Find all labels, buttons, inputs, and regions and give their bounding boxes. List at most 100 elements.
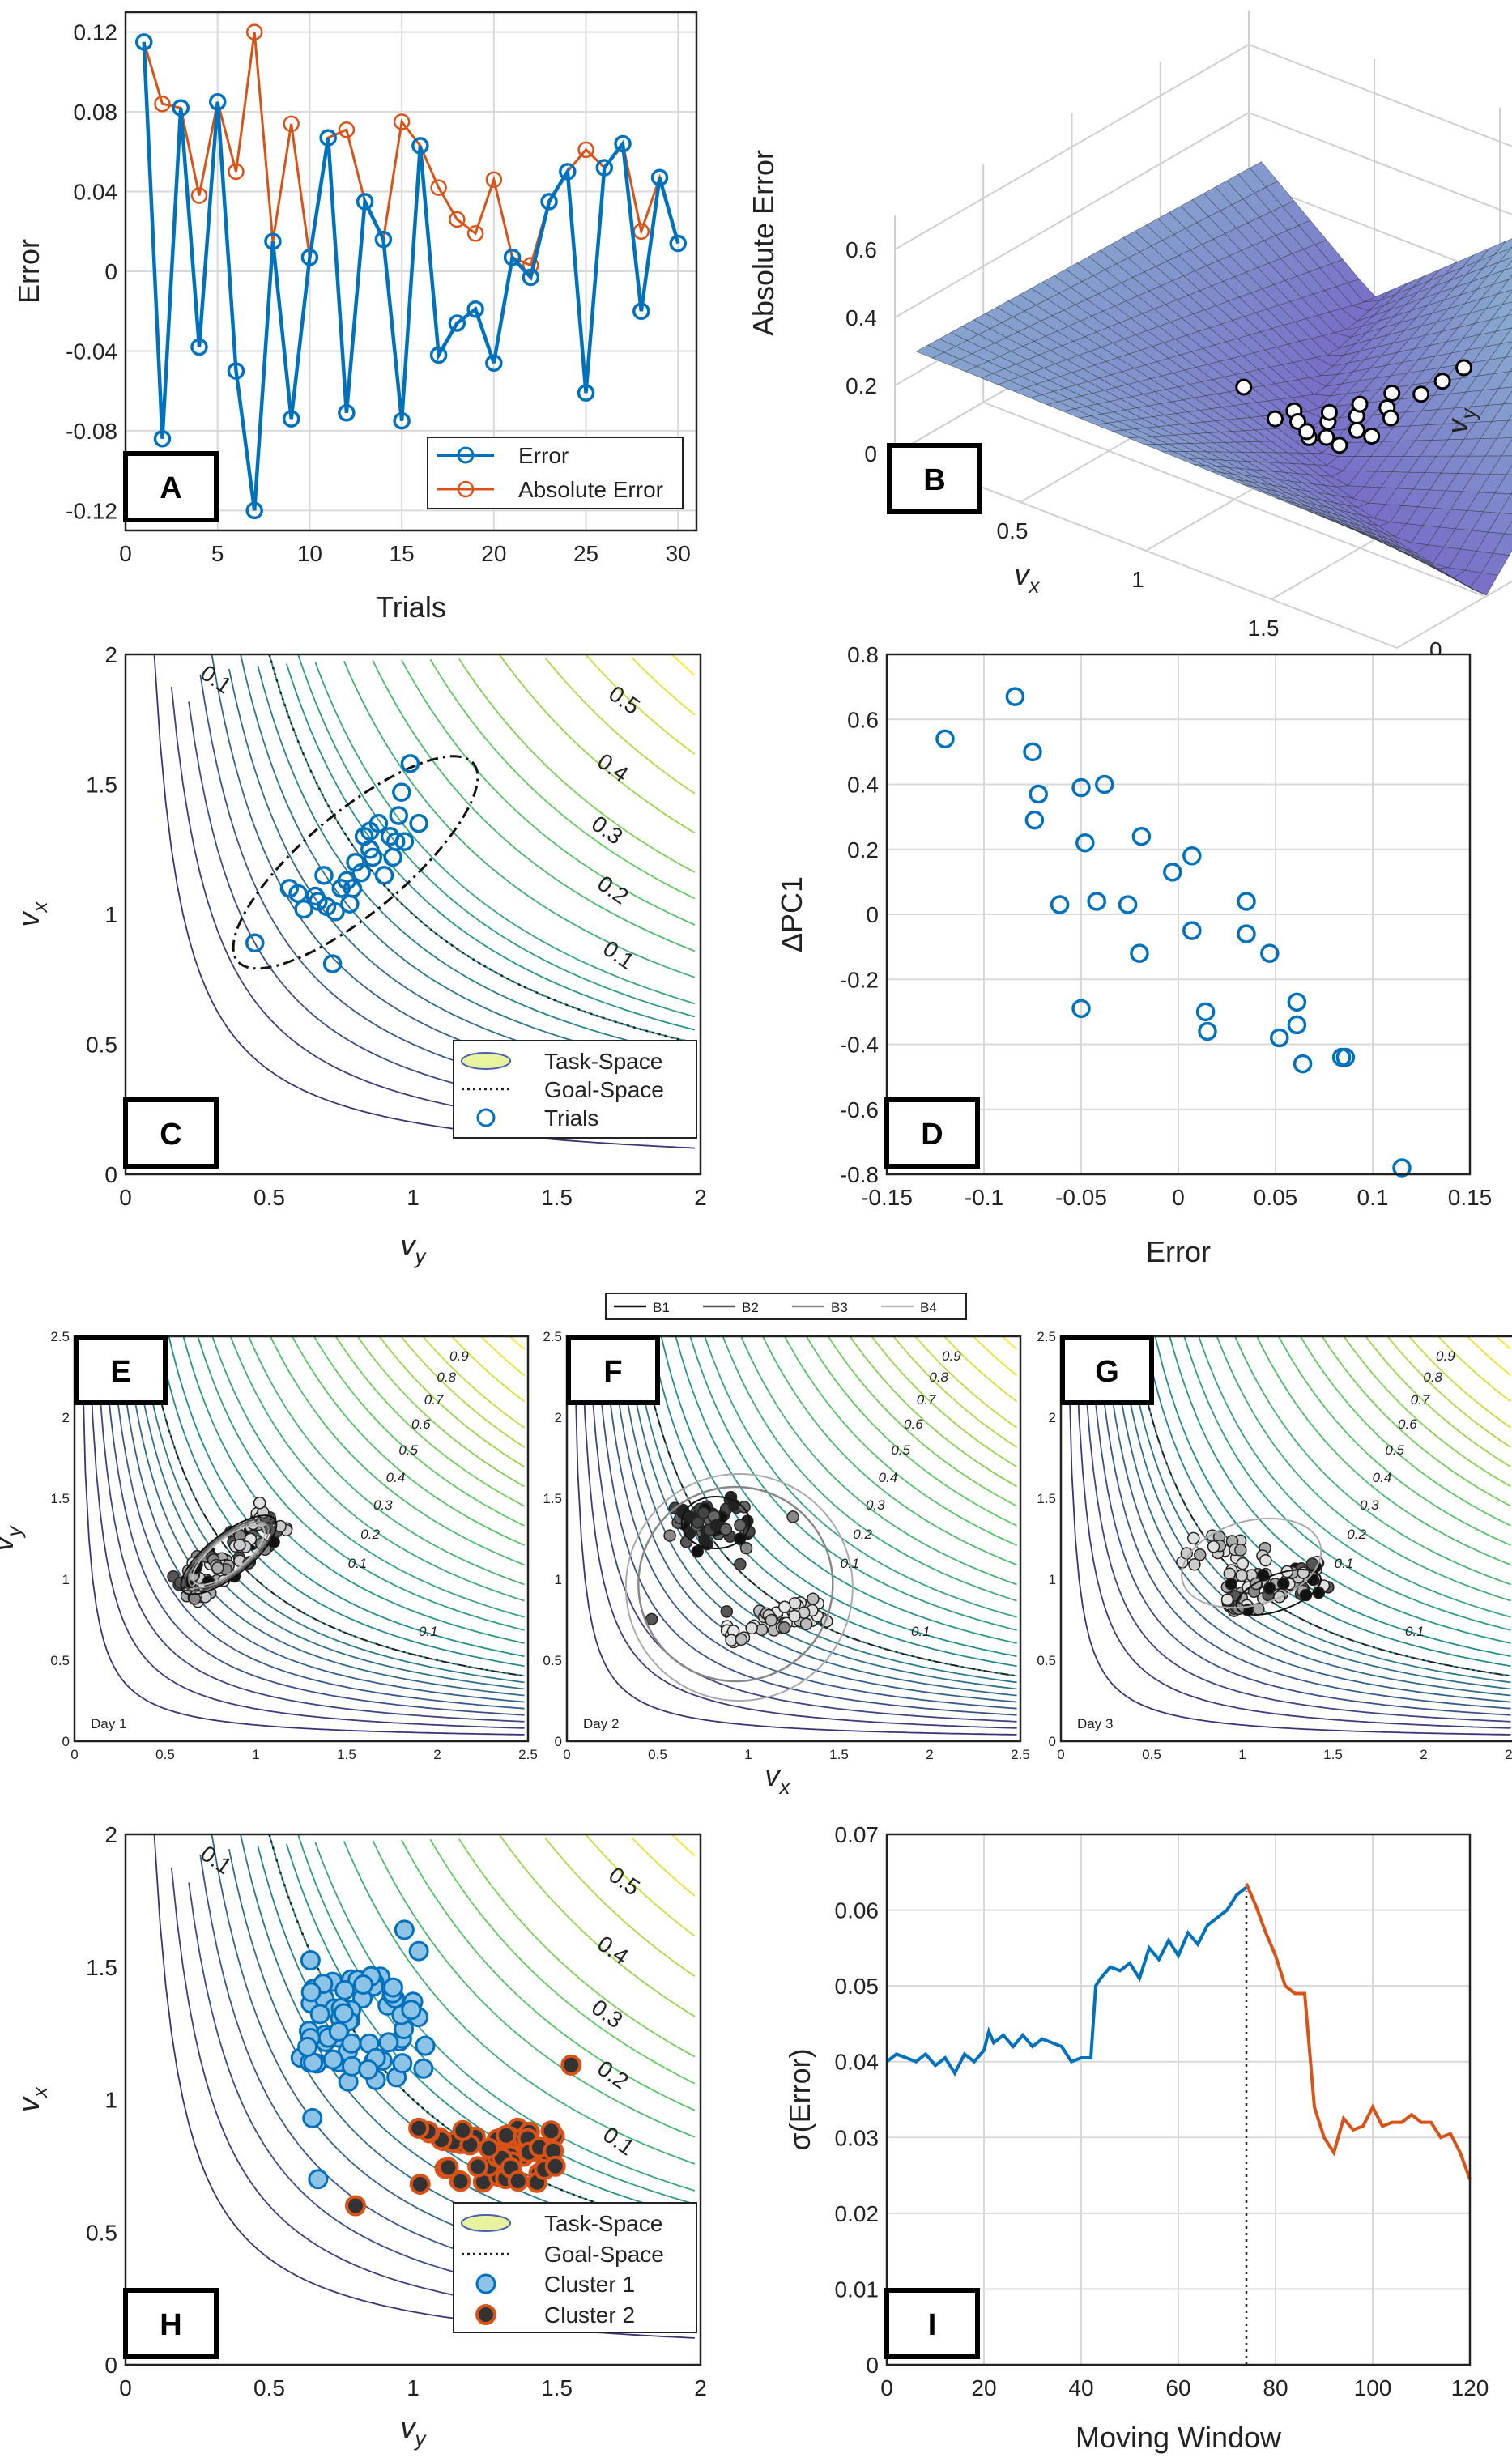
panel-e-xtick: 1.5 bbox=[337, 1747, 356, 1762]
panel-label-box-A bbox=[123, 451, 219, 522]
panel-c-trial-point bbox=[326, 902, 345, 922]
panel-d-point bbox=[1287, 992, 1307, 1012]
panel-a-error-point bbox=[356, 193, 374, 211]
panel-c-contour-line bbox=[297, 654, 696, 1018]
panel-g-contour-line bbox=[1075, 1336, 1511, 1729]
panel-g-trial-point bbox=[1225, 1578, 1237, 1591]
panel-i-ytick: 0.05 bbox=[835, 1974, 880, 1999]
panel-g-contour-label: 0.5 bbox=[1385, 1442, 1404, 1458]
panel-c-contour-line bbox=[401, 659, 696, 926]
panel-d-ytick: -0.8 bbox=[840, 1162, 879, 1187]
panel-d-point bbox=[1237, 924, 1256, 943]
panel-h-cluster1-point bbox=[408, 1940, 429, 1962]
panel-h-legend-task-icon bbox=[461, 2214, 511, 2232]
panel-c-trial-point bbox=[294, 899, 313, 919]
panel-e-contour-label: 0.3 bbox=[373, 1497, 393, 1513]
panel-b-surface-cell bbox=[1497, 371, 1512, 389]
panel-i-frame bbox=[885, 1833, 1472, 2366]
panel-d-xtick: -0.15 bbox=[861, 1185, 913, 1210]
panel-f-xtick: 0 bbox=[563, 1747, 570, 1762]
panel-c-contour-line bbox=[153, 654, 695, 1149]
panel-a-error-point bbox=[190, 338, 208, 356]
panel-e-contour-line bbox=[96, 1336, 525, 1723]
panel-d-ytick: 0.8 bbox=[847, 642, 879, 667]
panel-h-cluster2-point bbox=[345, 2195, 366, 2217]
panel-g-contour-line bbox=[1144, 1336, 1511, 1668]
panel-g-frame bbox=[1059, 1335, 1512, 1743]
panel-g-trial-point bbox=[1187, 1531, 1200, 1545]
panel-d-point bbox=[1195, 1002, 1216, 1022]
panel-f-trial-point bbox=[696, 1506, 710, 1519]
panel-a-error-point bbox=[264, 232, 282, 250]
panel-e-contour-line bbox=[182, 1336, 525, 1644]
panel-g-contour-line bbox=[1278, 1336, 1511, 1546]
panel-e-contour-label: 0.9 bbox=[449, 1348, 469, 1364]
panel-f-trial-point bbox=[777, 1600, 791, 1613]
panel-f-xtick: 2 bbox=[926, 1747, 933, 1762]
panel-c-trial-point bbox=[322, 954, 343, 973]
panel-c-xlabel: vy bbox=[401, 1229, 428, 1268]
panel-f-contour-line bbox=[660, 1336, 1017, 1658]
panel-g-xtick: 0 bbox=[1057, 1747, 1064, 1762]
panel-a-legend-error: Error bbox=[518, 443, 569, 468]
panel-a-error-point bbox=[245, 501, 263, 520]
panel-f-ytick: 0 bbox=[555, 1734, 562, 1749]
panel-b-trial-point bbox=[1363, 428, 1381, 445]
panel-f-task-circle-b4 bbox=[624, 1473, 854, 1702]
fig-legend-b1: B1 bbox=[653, 1300, 670, 1315]
panel-d-ytick: 0 bbox=[866, 902, 879, 927]
panel-b-surface-cell bbox=[1506, 309, 1512, 317]
panel-a-error-point bbox=[393, 411, 411, 430]
panel-a-error-point bbox=[411, 137, 429, 155]
panel-e-contour-line bbox=[157, 1336, 525, 1668]
panel-h-ytick: 1 bbox=[104, 2088, 117, 2113]
panel-d-xtick: 0 bbox=[1172, 1185, 1185, 1210]
panel-a-frame bbox=[124, 11, 698, 532]
panel-a-ylabel: Error bbox=[12, 239, 45, 304]
panel-e-contour-line bbox=[378, 1336, 525, 1468]
panel-e-contour-label: 0.7 bbox=[424, 1392, 444, 1408]
panel-g-contour-label: 0.8 bbox=[1423, 1369, 1442, 1385]
panel-f-trial-point bbox=[679, 1536, 693, 1548]
panel-h-cluster1-point bbox=[309, 2004, 330, 2025]
panel-a-error-point bbox=[669, 234, 688, 253]
panel-c-contour-line bbox=[343, 661, 696, 978]
panel-g-trial-point bbox=[1306, 1573, 1320, 1587]
panel-f-contour-label: 0.4 bbox=[879, 1470, 898, 1485]
panel-h-contour-line bbox=[343, 1841, 696, 2165]
panel-h-cluster2-point bbox=[560, 2054, 582, 2076]
panel-h-cluster1-point bbox=[334, 1979, 356, 2000]
panel-f-contour-label: 0.6 bbox=[904, 1416, 923, 1432]
panel-d-point bbox=[1287, 1015, 1307, 1035]
panel-e-task-ellipse bbox=[192, 1524, 266, 1586]
panel-d-point bbox=[1182, 921, 1202, 940]
panel-c-trial-point bbox=[314, 866, 334, 885]
panel-e-trial-point bbox=[211, 1561, 224, 1574]
panel-h-xtick: 0 bbox=[119, 2375, 132, 2400]
panel-c-contour-line bbox=[285, 663, 696, 1031]
panel-c-contour-line bbox=[671, 654, 696, 676]
panel-h-cluster1-point bbox=[378, 2032, 399, 2053]
panel-h-contour-line bbox=[544, 1837, 696, 1978]
panel-e-contour-line bbox=[334, 1336, 525, 1507]
panel-f-contour-label: 0.9 bbox=[942, 1348, 961, 1364]
panel-f-xtick: 0.5 bbox=[648, 1747, 667, 1762]
panel-a-error-point bbox=[650, 168, 669, 187]
panel-b-ylabel-text: vy bbox=[1441, 407, 1480, 434]
panel-b-surface-cell bbox=[1487, 257, 1512, 277]
panel-e-contour-line bbox=[480, 1336, 526, 1377]
panel-e-contour-line bbox=[422, 1336, 526, 1429]
panel-label-box-I bbox=[884, 2288, 980, 2359]
panel-d-point bbox=[1029, 784, 1048, 804]
panel-b-trial-point bbox=[1331, 437, 1348, 454]
panel-g-contour-line bbox=[1067, 1336, 1511, 1736]
panel-g-contour-line bbox=[1198, 1336, 1511, 1618]
panel-d-point bbox=[1130, 943, 1149, 963]
panel-d-point bbox=[1087, 892, 1106, 911]
panel-e-contour-line bbox=[211, 1336, 525, 1618]
panel-b-xtick: 0.5 bbox=[997, 518, 1029, 543]
panel-c-trial-point bbox=[389, 806, 408, 825]
panel-f-trial-point bbox=[719, 1523, 733, 1536]
panel-f-contour-line bbox=[675, 1336, 1017, 1644]
panel-c-contour-line bbox=[631, 656, 696, 716]
